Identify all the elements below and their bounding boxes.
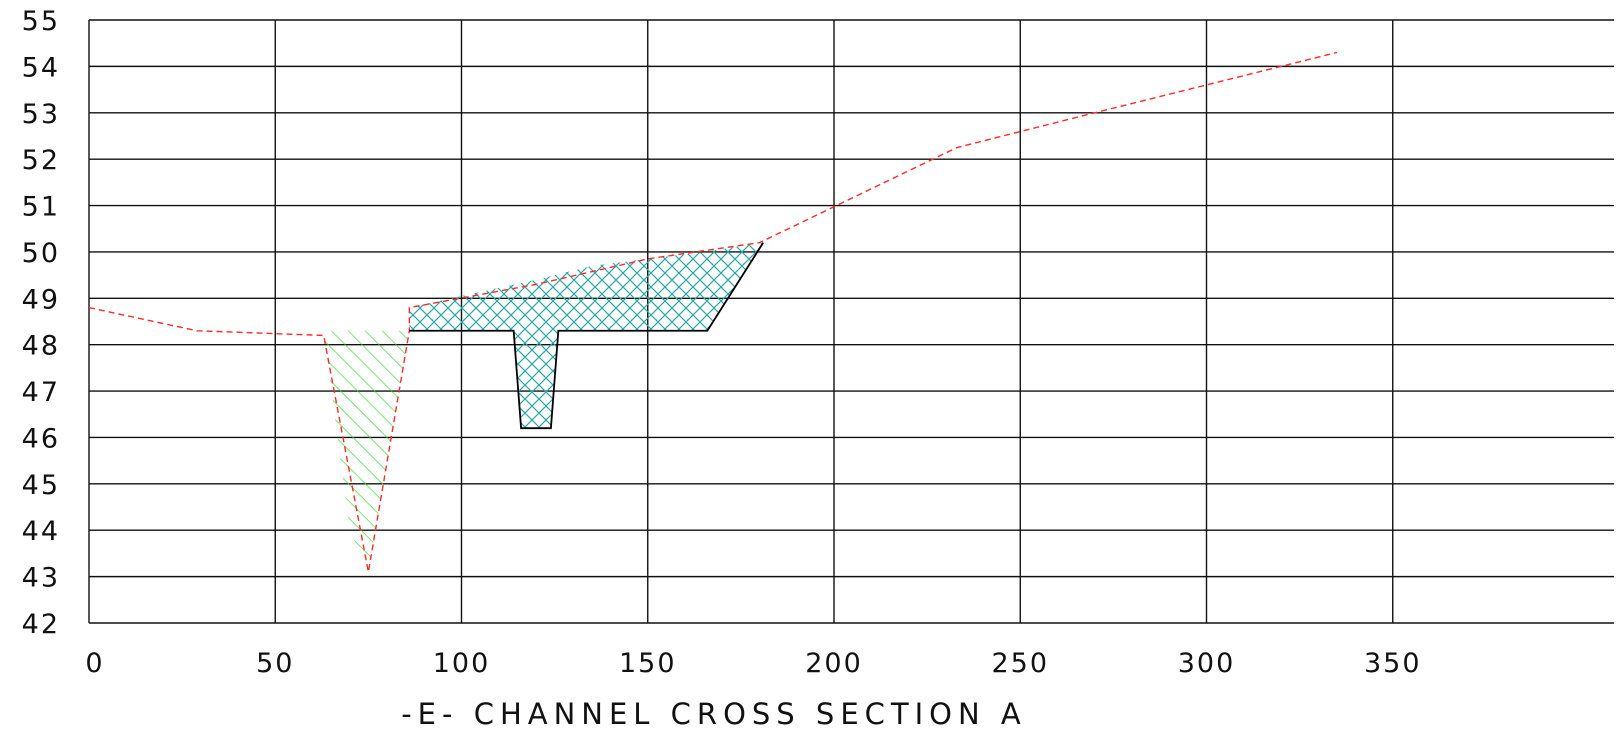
y-tick-label-44: 44: [22, 516, 60, 547]
fill-area-region: [323, 330, 410, 572]
proposed-section-line: [409, 242, 764, 430]
y-tick-label-46: 46: [22, 423, 60, 454]
y-tick-label-45: 45: [22, 470, 60, 501]
x-tick-label-200: 200: [805, 648, 863, 679]
y-tick-label-43: 43: [22, 563, 60, 594]
y-tick-label-51: 51: [22, 192, 60, 223]
profile-lines: [88, 51, 1338, 573]
x-tick-label-50: 50: [256, 648, 294, 679]
cut-area-region: [409, 242, 764, 429]
x-tick-label-150: 150: [619, 648, 677, 679]
x-tick-label-300: 300: [1178, 648, 1236, 679]
x-tick-label-250: 250: [991, 648, 1049, 679]
existing-ground-line: [88, 51, 1338, 573]
y-tick-label-52: 52: [22, 145, 60, 176]
y-tick-label-48: 48: [22, 331, 60, 362]
y-tick-label-50: 50: [22, 238, 60, 269]
y-tick-label-54: 54: [22, 52, 60, 83]
y-tick-label-55: 55: [22, 6, 60, 37]
x-tick-label-350: 350: [1364, 648, 1422, 679]
chart-title: -E- CHANNEL CROSS SECTION A: [401, 697, 1027, 731]
axis-tick-labels: 42 43 44 45 46 47 48 49 50 51 52 53 54 55 0 50 100 150 200…: [22, 6, 1422, 679]
y-tick-label-42: 42: [22, 609, 60, 640]
y-tick-label-47: 47: [22, 377, 60, 408]
y-tick-label-53: 53: [22, 99, 60, 130]
x-tick-label-100: 100: [433, 648, 491, 679]
x-tick-label-0: 0: [85, 648, 104, 679]
grid: [88, 19, 1614, 624]
y-tick-label-49: 49: [22, 284, 60, 315]
hatched-regions: [323, 242, 764, 572]
